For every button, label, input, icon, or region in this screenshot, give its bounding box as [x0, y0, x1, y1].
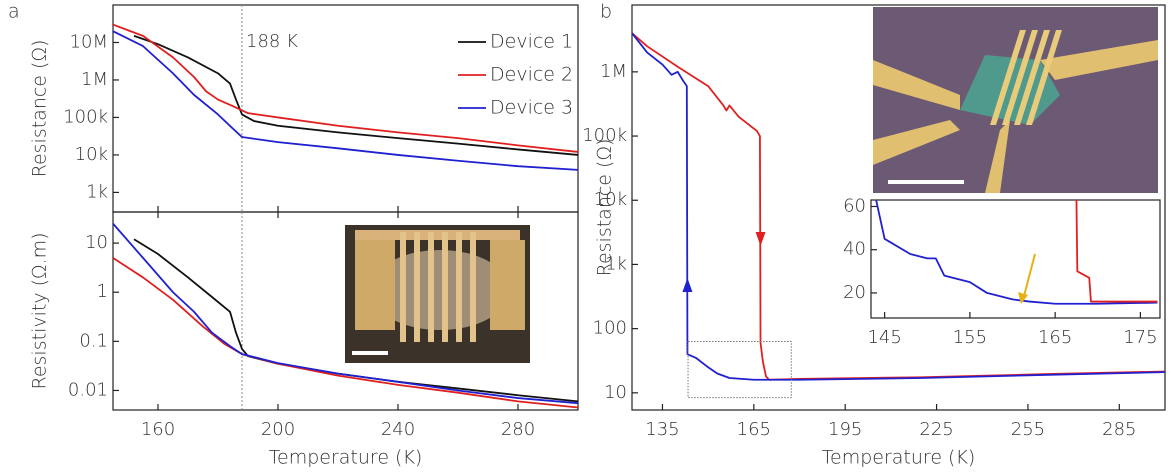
x-tick-label: 195: [828, 419, 862, 440]
panel-label: b: [600, 1, 612, 23]
y-tick-label: 10k: [75, 144, 108, 165]
electrode: [355, 230, 520, 240]
x-axis-label: Temperature (K): [822, 447, 976, 469]
inset-photo: [345, 225, 530, 363]
electrode-finger: [456, 232, 462, 342]
y-tick-label: 10: [604, 382, 627, 403]
y-tick-label: 1: [97, 281, 108, 302]
y-axis-label: Resistance (Ω): [594, 139, 616, 277]
x-tick-label: 165: [1038, 327, 1072, 348]
x-tick-label: 175: [1123, 327, 1157, 348]
x-tick-label: 280: [501, 419, 535, 440]
y-tick-label: 0.1: [79, 330, 108, 351]
legend-label: Device 3: [490, 97, 573, 119]
y-tick-label: 1M: [81, 69, 108, 90]
y-tick-label: 100k: [63, 106, 108, 127]
y-tick-label: 1M: [600, 61, 627, 82]
x-tick-label: 165: [737, 419, 771, 440]
x-tick-label: 135: [645, 419, 679, 440]
arrow-down: [756, 232, 766, 246]
y-tick-label: 10: [85, 232, 108, 253]
scale-bar: [888, 180, 964, 184]
inset-photo: [873, 7, 1158, 193]
electrode-finger: [442, 232, 448, 342]
x-tick-label: 240: [381, 419, 415, 440]
zoom-box: [688, 342, 791, 398]
x-tick-label: 155: [953, 327, 987, 348]
y-tick-label: 0.01: [68, 379, 108, 400]
electrode-finger: [414, 232, 420, 342]
y-axis-label: Resistance (Ω): [29, 40, 51, 178]
x-tick-label: 200: [261, 419, 295, 440]
arrow-up: [682, 278, 692, 292]
y-tick-label: 40: [843, 239, 866, 260]
y-tick-label: 10M: [70, 31, 108, 52]
x-tick-label: 255: [1011, 419, 1045, 440]
electrode: [355, 240, 395, 330]
y-tick-label: 1k: [86, 181, 108, 202]
y-tick-label: 100: [593, 318, 627, 339]
x-axis-label: Temperature (K): [269, 447, 423, 469]
series-line: [134, 36, 578, 155]
electrode-finger: [400, 232, 406, 342]
legend-label: Device 1: [490, 31, 573, 53]
y-tick-label: 60: [843, 195, 866, 216]
x-tick-label: 160: [141, 419, 175, 440]
electrode-finger: [470, 232, 476, 342]
scale-bar: [352, 351, 388, 355]
x-tick-label: 285: [1102, 419, 1136, 440]
panel-label: a: [8, 1, 20, 23]
annotation: 188 K: [246, 31, 298, 52]
plot: 1k 10k 100k 1M 10M Resistance (Ω) a 188 K Device…: [8, 1, 578, 219]
legend-label: Device 2: [490, 64, 573, 86]
y-axis-label: Resistivity (Ω.m): [29, 233, 51, 390]
y-tick-label: 20: [843, 282, 866, 303]
figure: 1k 10k 100k 1M 10M Resistance (Ω) a 188 K Device…: [0, 0, 1171, 473]
x-tick-label: 145: [867, 327, 901, 348]
electrode: [490, 240, 525, 330]
x-tick-label: 225: [919, 419, 953, 440]
electrode-finger: [428, 232, 434, 342]
